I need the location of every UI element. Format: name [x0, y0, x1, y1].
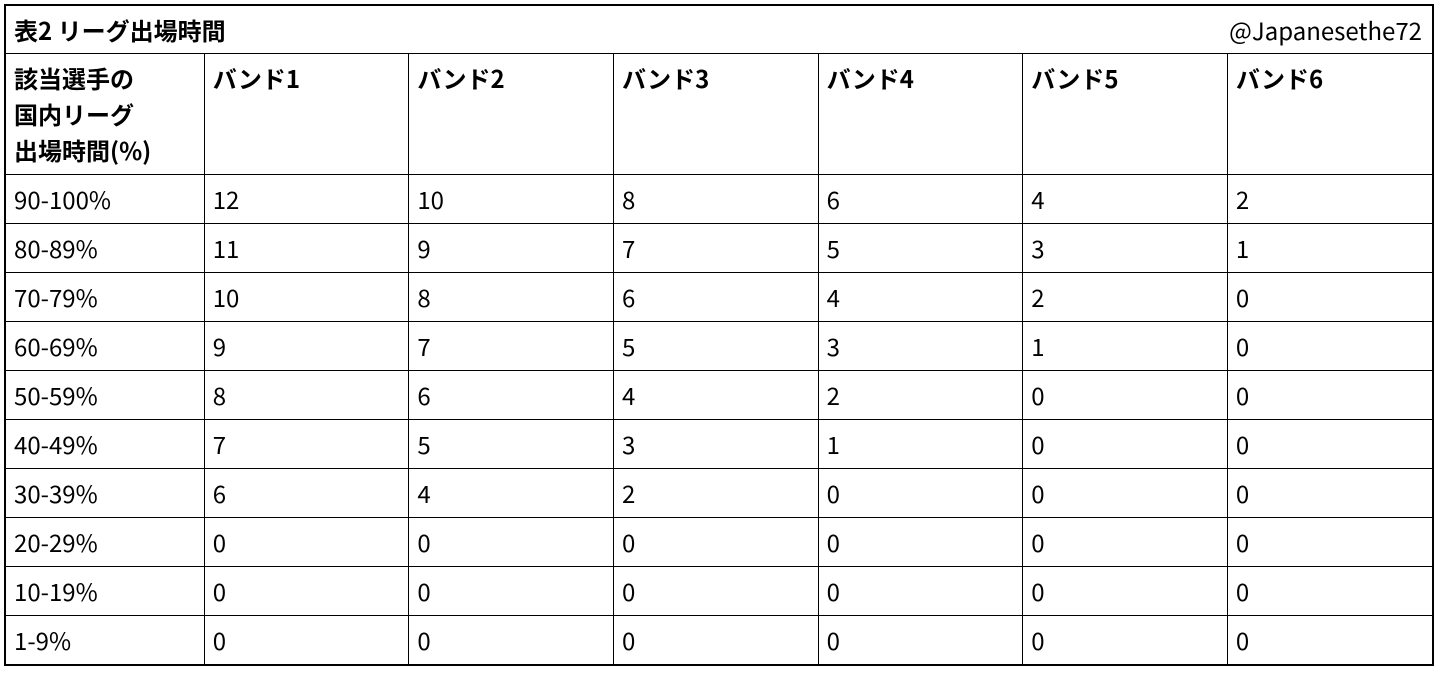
row-label: 40-49% — [6, 420, 204, 469]
row-label: 70-79% — [6, 273, 204, 322]
header-first-line3: 出場時間(%) — [14, 132, 151, 167]
cell-value: 7 — [613, 224, 818, 273]
cell-value: 2 — [818, 371, 1023, 420]
cell-value: 0 — [818, 616, 1023, 665]
cell-value: 0 — [1227, 420, 1432, 469]
table-row: 20-29%000000 — [6, 518, 1432, 567]
table-row: 80-89%1197531 — [6, 224, 1432, 273]
cell-value: 3 — [613, 420, 818, 469]
cell-value: 0 — [1227, 518, 1432, 567]
cell-value: 0 — [409, 518, 614, 567]
cell-value: 4 — [818, 273, 1023, 322]
cell-value: 0 — [204, 567, 409, 616]
cell-value: 11 — [204, 224, 409, 273]
cell-value: 0 — [818, 518, 1023, 567]
cell-value: 3 — [1023, 224, 1228, 273]
cell-value: 0 — [1023, 616, 1228, 665]
header-band-2: バンド2 — [409, 54, 614, 175]
title-row: 表2 リーグ出場時間 @Japanesethe72 — [6, 6, 1432, 53]
cell-value: 4 — [409, 469, 614, 518]
cell-value: 0 — [818, 469, 1023, 518]
header-band-6: バンド6 — [1227, 54, 1432, 175]
cell-value: 6 — [613, 273, 818, 322]
cell-value: 10 — [204, 273, 409, 322]
header-band-4: バンド4 — [818, 54, 1023, 175]
cell-value: 2 — [1227, 175, 1432, 224]
cell-value: 9 — [409, 224, 614, 273]
cell-value: 3 — [818, 322, 1023, 371]
cell-value: 0 — [1227, 567, 1432, 616]
header-band-1: バンド1 — [204, 54, 409, 175]
table-row: 50-59%864200 — [6, 371, 1432, 420]
cell-value: 2 — [1023, 273, 1228, 322]
cell-value: 0 — [1227, 273, 1432, 322]
cell-value: 0 — [1023, 469, 1228, 518]
table-row: 70-79%1086420 — [6, 273, 1432, 322]
cell-value: 0 — [1227, 469, 1432, 518]
cell-value: 0 — [1023, 567, 1228, 616]
table-wrapper: 表2 リーグ出場時間 @Japanesethe72 該当選手の 国内リーグ 出場… — [4, 4, 1434, 666]
cell-value: 4 — [613, 371, 818, 420]
cell-value: 0 — [409, 616, 614, 665]
cell-value: 0 — [1023, 371, 1228, 420]
cell-value: 8 — [409, 273, 614, 322]
table-row: 1-9%000000 — [6, 616, 1432, 665]
league-minutes-table: 該当選手の 国内リーグ 出場時間(%) バンド1 バンド2 バンド3 バンド4 … — [6, 53, 1432, 664]
cell-value: 2 — [613, 469, 818, 518]
header-band-3: バンド3 — [613, 54, 818, 175]
cell-value: 0 — [204, 616, 409, 665]
header-first-col: 該当選手の 国内リーグ 出場時間(%) — [6, 54, 204, 175]
row-label: 10-19% — [6, 567, 204, 616]
row-label: 1-9% — [6, 616, 204, 665]
cell-value: 1 — [1227, 224, 1432, 273]
cell-value: 0 — [1227, 322, 1432, 371]
author-handle: @Japanesethe72 — [1229, 12, 1422, 47]
table-body: 90-100%1210864280-89%119753170-79%108642… — [6, 175, 1432, 665]
table-head: 該当選手の 国内リーグ 出場時間(%) バンド1 バンド2 バンド3 バンド4 … — [6, 54, 1432, 175]
cell-value: 6 — [409, 371, 614, 420]
cell-value: 1 — [1023, 322, 1228, 371]
cell-value: 0 — [1227, 371, 1432, 420]
cell-value: 8 — [613, 175, 818, 224]
row-label: 80-89% — [6, 224, 204, 273]
cell-value: 12 — [204, 175, 409, 224]
table-row: 40-49%753100 — [6, 420, 1432, 469]
header-band-5: バンド5 — [1023, 54, 1228, 175]
cell-value: 6 — [204, 469, 409, 518]
cell-value: 9 — [204, 322, 409, 371]
table-row: 30-39%642000 — [6, 469, 1432, 518]
cell-value: 5 — [409, 420, 614, 469]
table-title: 表2 リーグ出場時間 — [14, 12, 226, 47]
cell-value: 7 — [409, 322, 614, 371]
row-label: 30-39% — [6, 469, 204, 518]
cell-value: 0 — [1227, 616, 1432, 665]
cell-value: 0 — [613, 616, 818, 665]
cell-value: 0 — [613, 518, 818, 567]
cell-value: 5 — [818, 224, 1023, 273]
cell-value: 6 — [818, 175, 1023, 224]
table-row: 90-100%12108642 — [6, 175, 1432, 224]
cell-value: 0 — [409, 567, 614, 616]
header-row: 該当選手の 国内リーグ 出場時間(%) バンド1 バンド2 バンド3 バンド4 … — [6, 54, 1432, 175]
cell-value: 4 — [1023, 175, 1228, 224]
table-row: 10-19%000000 — [6, 567, 1432, 616]
cell-value: 8 — [204, 371, 409, 420]
row-label: 50-59% — [6, 371, 204, 420]
cell-value: 5 — [613, 322, 818, 371]
cell-value: 0 — [1023, 518, 1228, 567]
cell-value: 10 — [409, 175, 614, 224]
row-label: 60-69% — [6, 322, 204, 371]
header-first-line1: 該当選手の — [14, 60, 134, 95]
cell-value: 1 — [818, 420, 1023, 469]
cell-value: 0 — [1023, 420, 1228, 469]
cell-value: 0 — [818, 567, 1023, 616]
row-label: 20-29% — [6, 518, 204, 567]
table-row: 60-69%975310 — [6, 322, 1432, 371]
header-first-line2: 国内リーグ — [14, 96, 134, 131]
cell-value: 0 — [613, 567, 818, 616]
cell-value: 7 — [204, 420, 409, 469]
cell-value: 0 — [204, 518, 409, 567]
row-label: 90-100% — [6, 175, 204, 224]
